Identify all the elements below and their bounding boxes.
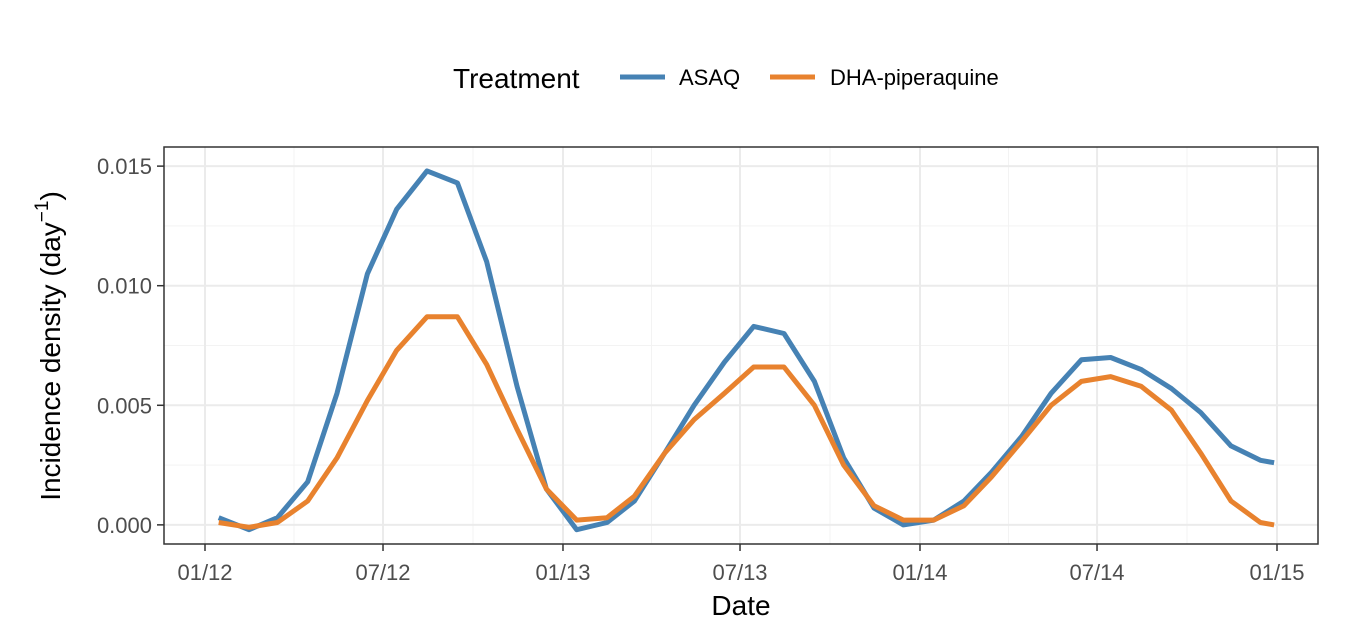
legend-title: Treatment xyxy=(453,63,580,94)
y-axis: 0.000 0.005 0.010 0.015 xyxy=(97,154,164,538)
y-axis-title: Incidence density (day−1) xyxy=(32,191,66,501)
x-tick-label: 07/12 xyxy=(355,560,410,585)
legend-label-dha: DHA-piperaquine xyxy=(830,65,999,90)
y-axis-title-main: Incidence density (day xyxy=(35,222,66,501)
x-tick-label: 01/15 xyxy=(1249,560,1304,585)
x-axis-title: Date xyxy=(711,590,770,621)
y-axis-title-close: ) xyxy=(35,191,66,200)
y-tick-label: 0.015 xyxy=(97,154,152,179)
series-line-dha-piperaquine xyxy=(218,314,1275,530)
legend: Treatment ASAQ DHA-piperaquine xyxy=(453,63,999,94)
panel-border xyxy=(163,146,1319,545)
y-tick-label: 0.010 xyxy=(97,274,152,299)
x-tick-label: 01/13 xyxy=(535,560,590,585)
x-tick-label: 07/13 xyxy=(712,560,767,585)
x-tick-label: 01/14 xyxy=(892,560,947,585)
y-axis-title-sup: −1 xyxy=(32,201,53,223)
plot-panel xyxy=(163,146,1319,545)
y-tick-label: 0.000 xyxy=(97,513,152,538)
y-tick-label: 0.005 xyxy=(97,393,152,418)
x-tick-label: 07/14 xyxy=(1069,560,1124,585)
x-tick-label: 01/12 xyxy=(177,560,232,585)
series-line-asaq xyxy=(217,168,1275,533)
x-axis: 01/12 07/12 01/13 07/13 01/14 07/14 01/15 xyxy=(177,544,1305,585)
series-layer xyxy=(217,168,1275,533)
legend-label-asaq: ASAQ xyxy=(679,65,740,90)
